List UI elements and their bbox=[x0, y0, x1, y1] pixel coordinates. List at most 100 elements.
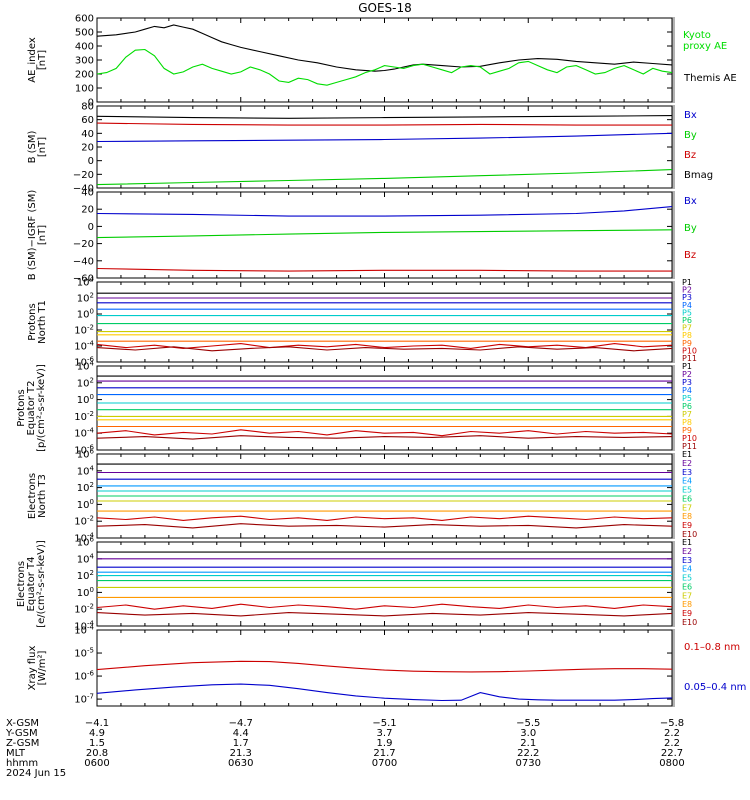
x-tick-label: 1.5 bbox=[89, 738, 105, 749]
y-tick-label: −20 bbox=[73, 170, 94, 181]
x-tick-label: −4.1 bbox=[85, 718, 109, 729]
panel-5: 104 102 100 10-2 10-4 10-6 ProtonsEquator T2[p… bbox=[16, 360, 697, 457]
y-tick-label: 104 bbox=[77, 276, 95, 289]
legend-item: Bmag bbox=[684, 170, 713, 181]
x-row-label: MLT bbox=[6, 748, 26, 759]
y-tick-label: 10-7 bbox=[74, 693, 94, 706]
series-e9 bbox=[96, 603, 673, 610]
legend-item: P1 bbox=[682, 362, 692, 371]
series-p11 bbox=[96, 346, 673, 352]
panel-frame bbox=[96, 191, 673, 279]
date-label: 2024 Jun 15 bbox=[6, 768, 66, 779]
y-tick-label: −40 bbox=[73, 184, 94, 195]
legend-item: P3 bbox=[682, 293, 692, 302]
x-row-label: X-GSM bbox=[6, 718, 39, 729]
y-tick-label: 10-4 bbox=[74, 427, 94, 440]
legend-item: E4 bbox=[682, 565, 692, 574]
legend-item: P3 bbox=[682, 378, 692, 387]
y-tick-label: 600 bbox=[75, 14, 94, 25]
series-by bbox=[96, 229, 673, 239]
legend-item: E9 bbox=[682, 609, 692, 618]
y-tick-label: 0 bbox=[88, 222, 94, 233]
y-tick-label: 0 bbox=[88, 156, 94, 167]
y-axis-label: Xray flux[W/m²] bbox=[27, 646, 48, 691]
legend-item: E1 bbox=[682, 450, 692, 459]
y-tick-label: −20 bbox=[73, 239, 94, 250]
x-tick-label: 4.9 bbox=[89, 728, 105, 739]
y-tick-label: 104 bbox=[77, 552, 95, 565]
y-tick-label: 60 bbox=[81, 115, 94, 126]
panel-1: 600 500 400 300 200 100 0 AE_index[nT] Kyoto prox… bbox=[27, 14, 737, 109]
legend-item: E1 bbox=[682, 538, 692, 547]
x-tick-label: 2.2 bbox=[664, 728, 680, 739]
legend-item: E3 bbox=[682, 556, 692, 565]
legend-item: P9 bbox=[682, 339, 692, 348]
legend-item: P11 bbox=[682, 442, 697, 451]
y-axis-label: B (SM)[nT] bbox=[27, 130, 48, 163]
y-tick-label: −40 bbox=[73, 256, 94, 267]
y-axis-label: ProtonsNorth T1 bbox=[27, 300, 48, 344]
x-tick-label: 22.7 bbox=[661, 748, 683, 759]
y-axis-label: ElectronsNorth T3 bbox=[27, 473, 48, 519]
y-tick-label: 10-6 bbox=[74, 670, 94, 683]
legend-item: P7 bbox=[682, 410, 692, 419]
panel-8: 10-4 10-5 10-6 10-7 Xray flux[W/m²] 0.1–0.8 n… bbox=[27, 624, 746, 707]
x-row-label: hhmm bbox=[6, 758, 38, 769]
x-tick-label: 0630 bbox=[228, 758, 253, 769]
y-tick-label: 400 bbox=[75, 42, 94, 53]
y-tick-label: 102 bbox=[77, 481, 94, 494]
legend-item: P8 bbox=[682, 418, 692, 427]
y-tick-label: 100 bbox=[77, 586, 94, 599]
series-bz bbox=[96, 122, 672, 126]
legend-item: P5 bbox=[682, 394, 692, 403]
x-row-label: Z-GSM bbox=[6, 738, 39, 749]
series-p10 bbox=[96, 429, 673, 437]
series-by bbox=[96, 169, 673, 186]
y-tick-label: 80 bbox=[81, 102, 94, 113]
y-axis-label: ElectronsEquator T4[e/(cm²-s-sr-keV)] bbox=[16, 540, 47, 628]
y-tick-label: 106 bbox=[77, 536, 95, 549]
y-tick-label: 40 bbox=[81, 188, 94, 199]
x-tick-label: 2.2 bbox=[664, 738, 680, 749]
legend-item: P4 bbox=[682, 386, 692, 395]
legend-item: 0.1–0.8 nm bbox=[684, 642, 740, 653]
y-axis-label: B (SM)−IGRF (SM)[nT] bbox=[27, 190, 48, 281]
legend-item: P7 bbox=[682, 324, 692, 333]
y-tick-label: 100 bbox=[77, 393, 94, 406]
x-tick-label: 0700 bbox=[372, 758, 397, 769]
x-tick-label: 21.7 bbox=[373, 748, 395, 759]
legend-item: P2 bbox=[682, 286, 692, 295]
y-tick-label: 40 bbox=[81, 129, 94, 140]
y-tick-label: 10-6 bbox=[74, 356, 94, 369]
x-tick-label: −5.1 bbox=[372, 718, 396, 729]
x-tick-label: 1.7 bbox=[233, 738, 249, 749]
legend-item: P6 bbox=[682, 316, 692, 325]
series-p11 bbox=[96, 435, 673, 440]
legend-item: E6 bbox=[682, 494, 692, 503]
legend-item: E10 bbox=[682, 530, 697, 539]
y-tick-label: 200 bbox=[75, 70, 94, 81]
legend-item: E2 bbox=[682, 459, 692, 468]
x-tick-label: −4.7 bbox=[229, 718, 253, 729]
panel-frame bbox=[96, 629, 673, 707]
y-tick-label: 100 bbox=[75, 84, 94, 95]
x-tick-label: 1.9 bbox=[377, 738, 393, 749]
legend-item: Kyoto proxy AE bbox=[683, 30, 727, 52]
legend-item: P10 bbox=[682, 346, 697, 355]
y-tick-label: 10-4 bbox=[74, 340, 94, 353]
y-tick-label: 10-2 bbox=[74, 515, 94, 528]
legend-item: P8 bbox=[682, 331, 692, 340]
series-bmag bbox=[96, 115, 673, 119]
legend-item: Bz bbox=[684, 150, 696, 161]
panel-3: 40 20 0 −20 −40 −60 B (SM)−IGRF (SM)[nT] Bx By Bz bbox=[27, 188, 697, 285]
legend-item: E7 bbox=[682, 503, 692, 512]
legend-item: By bbox=[684, 223, 697, 234]
x-tick-label: 20.8 bbox=[86, 748, 108, 759]
y-tick-label: −60 bbox=[73, 274, 94, 285]
y-tick-label: 10-6 bbox=[74, 444, 94, 457]
x-tick-label: 0600 bbox=[84, 758, 109, 769]
panel-2: 80 60 40 20 0 −20 −40 B (SM)[nT] Bx By Bz Bmag bbox=[27, 102, 713, 195]
